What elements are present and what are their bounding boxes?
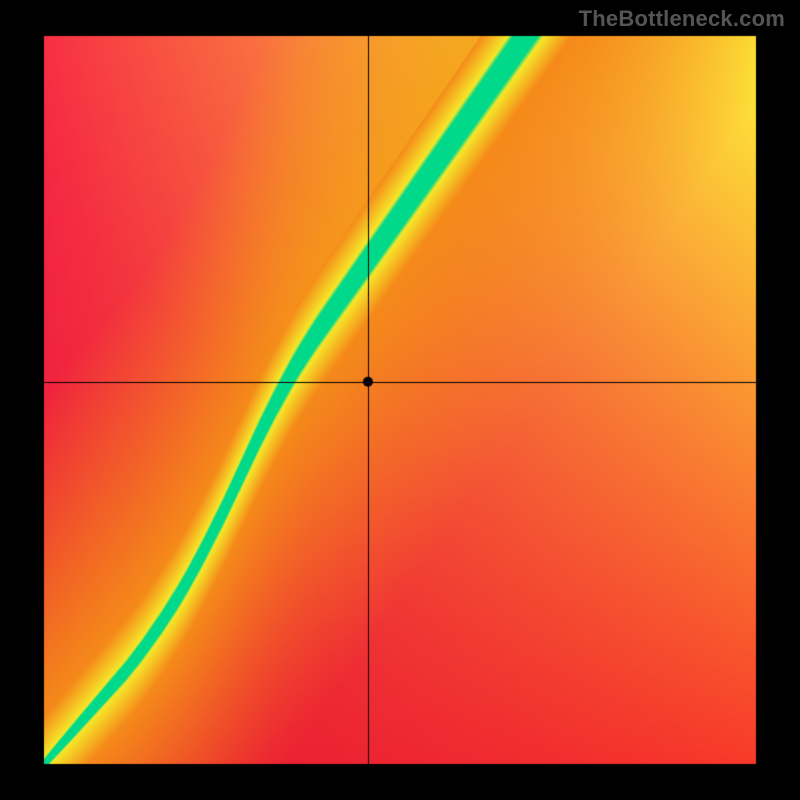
- chart-wrapper: TheBottleneck.com: [0, 0, 800, 800]
- watermark-label: TheBottleneck.com: [579, 6, 785, 32]
- bottleneck-heatmap: [0, 0, 800, 800]
